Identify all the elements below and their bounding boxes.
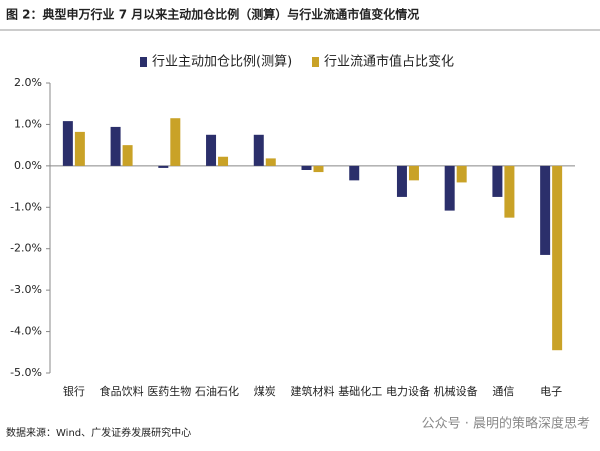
- bar: [122, 145, 133, 166]
- bar: [74, 131, 85, 166]
- y-tick-label: -2.0%: [10, 242, 42, 255]
- bar: [218, 156, 229, 166]
- bar: [456, 165, 467, 183]
- bar: [158, 165, 169, 168]
- y-tick-label: -4.0%: [10, 325, 42, 338]
- y-tick-label: 0.0%: [14, 159, 42, 172]
- bar: [396, 165, 407, 197]
- bar: [253, 134, 264, 166]
- legend-swatch: [312, 57, 319, 67]
- y-tick-label: -5.0%: [10, 366, 42, 379]
- x-tick-label: 机械设备: [434, 384, 478, 398]
- x-tick-label: 食品饮料: [100, 384, 144, 398]
- y-tick-label: 1.0%: [14, 117, 42, 130]
- x-tick-label: 电力设备: [386, 384, 430, 398]
- bar: [170, 118, 181, 166]
- chart-title: 图 2：典型申万行业 7 月以来主动加仓比例（测算）与行业流通市值变化情况: [6, 7, 419, 22]
- source-note: 数据来源：Wind、广发证券发展研究中心: [6, 426, 191, 439]
- y-tick-label: 2.0%: [14, 76, 42, 89]
- bar: [206, 134, 217, 166]
- y-tick-label: -3.0%: [10, 283, 42, 296]
- x-tick-label: 电子: [540, 385, 562, 398]
- bar: [313, 165, 324, 173]
- x-tick-label: 煤炭: [254, 385, 276, 398]
- legend-swatch: [140, 57, 147, 67]
- x-tick-label: 基础化工: [338, 384, 382, 398]
- x-tick-label: 医药生物: [147, 384, 191, 398]
- legend-label: 行业主动加仓比例(测算): [152, 55, 292, 70]
- bar: [408, 165, 419, 181]
- bar: [265, 158, 276, 166]
- x-tick-label: 银行: [63, 384, 85, 398]
- x-tick-label: 石油石化: [195, 384, 239, 398]
- y-tick-label: -1.0%: [10, 200, 42, 213]
- bar: [552, 165, 563, 351]
- bar: [504, 165, 515, 218]
- bar: [301, 165, 312, 170]
- watermark: 公众号 · 晨明的策略深度思考: [422, 416, 590, 432]
- bar: [349, 165, 360, 181]
- bar: [62, 121, 73, 166]
- bar: [492, 165, 503, 197]
- bar: [110, 126, 121, 166]
- bar: [540, 165, 551, 255]
- bar: [444, 165, 455, 211]
- x-tick-label: 建筑材料: [291, 384, 335, 398]
- x-tick-label: 通信: [492, 385, 514, 398]
- legend-label: 行业流通市值占比变化: [324, 54, 454, 70]
